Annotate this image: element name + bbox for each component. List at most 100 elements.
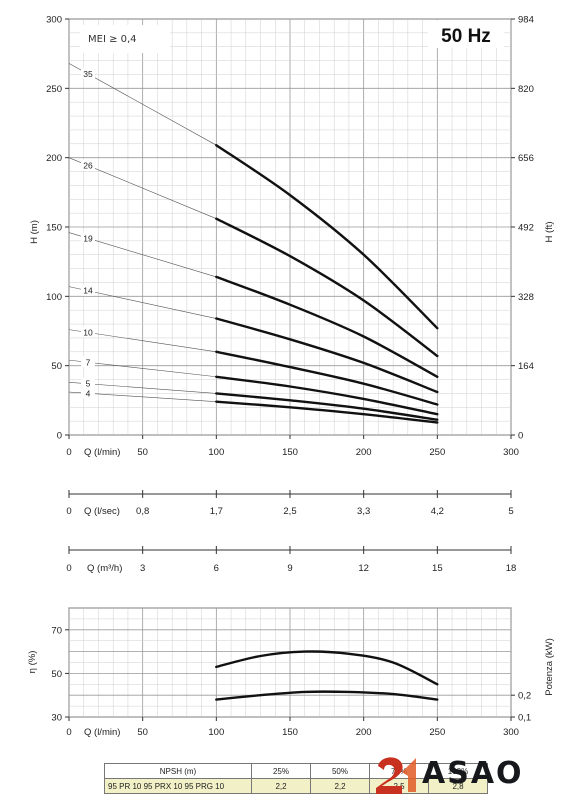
head-x-tick-label: 100 bbox=[208, 447, 224, 458]
asao-logo: ASAO bbox=[372, 752, 562, 798]
stage-label-bg bbox=[81, 377, 95, 389]
efficiency-x-label: Q (l/min) bbox=[84, 727, 120, 738]
head-x-ticks: 0 50 100 150 200 250 300 bbox=[66, 435, 519, 458]
head-y-right-tick-label: 820 bbox=[518, 84, 534, 95]
flow-lsec-ticks: 0 0,8 1,7 2,5 3,3 4,2 5 bbox=[66, 490, 514, 517]
stage-label-7: 7 bbox=[86, 357, 91, 367]
head-curves-operating bbox=[215, 144, 439, 424]
head-y-tick-label: 150 bbox=[46, 223, 62, 234]
stage-label-bg bbox=[81, 232, 95, 244]
frequency-box bbox=[428, 20, 504, 48]
efficiency-x-ticks: 0 50 100 150 200 250 300 bbox=[66, 717, 519, 738]
mei-box bbox=[80, 25, 170, 53]
stage-label-26: 26 bbox=[83, 161, 93, 171]
npsh-header-row: NPSH (m) 25% 50% 75% 100% bbox=[104, 763, 488, 779]
efficiency-y-ticks: 30 50 70 bbox=[51, 625, 69, 724]
efficiency-x-tick-label: 250 bbox=[429, 727, 445, 738]
npsh-header-50: 50% bbox=[310, 763, 370, 779]
stage-curve-35 bbox=[215, 144, 439, 330]
head-x-tick-label: 300 bbox=[503, 447, 519, 458]
head-y-tick-label: 0 bbox=[57, 431, 62, 442]
flow-axis-tick-label: 0 bbox=[66, 563, 71, 574]
npsh-data-row: 95 PR 10 95 PRX 10 95 PRG 10 2,2 2,2 2,5… bbox=[104, 778, 488, 794]
head-y-right-tick-label: 0 bbox=[518, 431, 523, 442]
flow-axis-tick-label: 4,2 bbox=[431, 506, 444, 517]
flow-axis-tick-label: 0 bbox=[66, 506, 71, 517]
npsh-value-50: 2,2 bbox=[310, 778, 370, 794]
stage-label-4: 4 bbox=[86, 388, 91, 398]
flow-lsec-label: Q (l/sec) bbox=[84, 506, 120, 517]
efficiency-x-tick-label: 200 bbox=[356, 727, 372, 738]
stage-label-bg bbox=[81, 356, 95, 368]
head-y-right-tick-label: 164 bbox=[518, 361, 534, 372]
head-x-tick-label: 0 bbox=[66, 447, 71, 458]
stage-label-bg bbox=[81, 159, 95, 171]
flow-axis-tick-label: 3,3 bbox=[357, 506, 370, 517]
head-y-right-tick-label: 984 bbox=[518, 15, 534, 26]
flow-axis-tick-label: 1,7 bbox=[210, 506, 223, 517]
head-y-label: H (m) bbox=[29, 220, 40, 244]
npsh-table: NPSH (m) 25% 50% 75% 100% 95 PR 10 95 PR… bbox=[104, 763, 488, 794]
stage-label-bg bbox=[81, 326, 95, 338]
efficiency-y-tick-label: 70 bbox=[51, 625, 62, 636]
mei-label: MEI ≥ 0,4 bbox=[88, 34, 137, 45]
power-curve bbox=[215, 690, 439, 701]
flow-lsec-axis: 0 0,8 1,7 2,5 3,3 4,2 5 Q (l/sec) bbox=[66, 490, 514, 517]
npsh-header-label: NPSH (m) bbox=[104, 763, 252, 779]
flow-axis-tick-label: 12 bbox=[358, 563, 369, 574]
flow-axis-tick-label: 3 bbox=[140, 563, 145, 574]
head-x-tick-label: 150 bbox=[282, 447, 298, 458]
logo-text: ASAO bbox=[422, 756, 524, 791]
flow-axis-tick-label: 6 bbox=[214, 563, 219, 574]
efficiency-power-chart: 30 50 70 0,1 0,2 0 50 100 150 200 250 300 η (%) P… bbox=[27, 607, 555, 738]
efficiency-y-tick-label: 30 bbox=[51, 713, 62, 724]
stage-label-bg bbox=[81, 67, 95, 79]
head-y-tick-label: 50 bbox=[51, 361, 62, 372]
stage-curve-26 bbox=[215, 217, 439, 358]
efficiency-power-curves bbox=[215, 650, 439, 701]
head-y-right-tick-label: 328 bbox=[518, 292, 534, 303]
stage-curve-14 bbox=[215, 317, 439, 394]
stage-label-19: 19 bbox=[83, 233, 93, 243]
efficiency-y-label: η (%) bbox=[27, 651, 38, 674]
power-y-ticks: 0,1 0,2 bbox=[511, 691, 531, 724]
logo-mark-icon bbox=[376, 757, 416, 794]
npsh-header-25: 25% bbox=[251, 763, 311, 779]
efficiency-x-tick-label: 150 bbox=[282, 727, 298, 738]
power-y-tick-label: 0,2 bbox=[518, 691, 531, 702]
stage-label-bg bbox=[81, 387, 95, 399]
stage-curve-5 bbox=[215, 392, 439, 421]
stage-label-35: 35 bbox=[83, 69, 93, 79]
power-y-tick-label: 0,1 bbox=[518, 713, 531, 724]
stage-curve-19 bbox=[215, 275, 439, 378]
power-y-label: Potenza (kW) bbox=[544, 638, 555, 696]
head-x-label: Q (l/min) bbox=[84, 447, 120, 458]
head-grid bbox=[68, 18, 512, 436]
efficiency-grid bbox=[68, 607, 512, 718]
frequency-label: 50 Hz bbox=[441, 26, 491, 47]
flow-axis-tick-label: 5 bbox=[508, 506, 513, 517]
head-y-label-right: H (ft) bbox=[544, 221, 555, 242]
head-y-right-tick-label: 656 bbox=[518, 153, 534, 164]
stage-label-bg bbox=[81, 284, 95, 296]
efficiency-curve bbox=[215, 650, 439, 686]
head-y-ticks: 0 50 100 150 200 250 300 bbox=[46, 15, 69, 442]
npsh-models: 95 PR 10 95 PRX 10 95 PRG 10 bbox=[104, 778, 252, 794]
head-x-tick-label: 250 bbox=[429, 447, 445, 458]
flow-axis-tick-label: 0,8 bbox=[136, 506, 149, 517]
efficiency-x-tick-label: 50 bbox=[137, 727, 148, 738]
head-y-right-tick-label: 492 bbox=[518, 223, 534, 234]
efficiency-x-tick-label: 100 bbox=[208, 727, 224, 738]
flow-axis-tick-label: 15 bbox=[432, 563, 443, 574]
flow-m3h-axis: 0 3 6 9 12 15 18 Q (m³/h) bbox=[66, 546, 516, 574]
stage-labels: 35 26 19 14 10 7 54 bbox=[81, 67, 95, 399]
npsh-value-25: 2,2 bbox=[251, 778, 311, 794]
head-y-tick-label: 300 bbox=[46, 15, 62, 26]
head-y-tick-label: 100 bbox=[46, 292, 62, 303]
npsh-value-100: 2,8 bbox=[428, 778, 488, 794]
head-flow-chart: 35 26 19 14 10 7 54 0 50 100 150 200 250 300 0 164 328… bbox=[29, 15, 555, 459]
efficiency-x-tick-label: 0 bbox=[66, 727, 71, 738]
efficiency-x-tick-label: 300 bbox=[503, 727, 519, 738]
flow-axis-tick-label: 9 bbox=[287, 563, 292, 574]
